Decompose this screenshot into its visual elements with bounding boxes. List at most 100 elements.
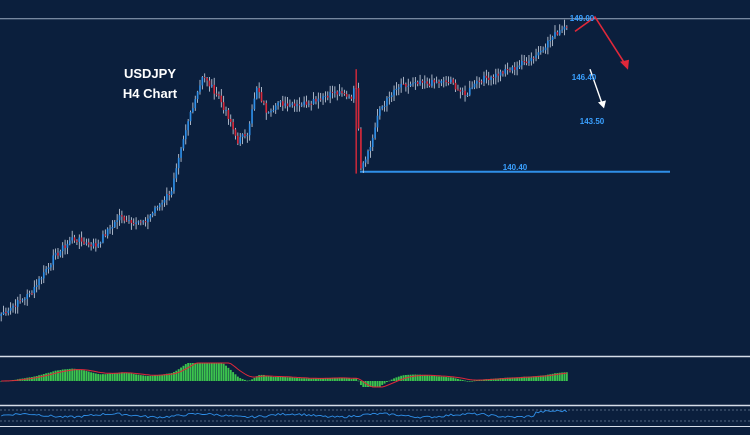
candle [293,99,296,112]
candle [213,77,216,100]
macd-bar [128,373,130,381]
candle-body [379,108,381,116]
macd-bar [288,377,291,381]
macd-bar [558,372,561,381]
candle [409,81,412,88]
candle-body [395,88,398,91]
candle [336,90,339,101]
macd-bar [90,372,93,381]
macd-bar [395,377,398,381]
macd-bar [68,368,71,381]
macd-bar [556,373,559,381]
candle [414,76,417,90]
candle-body [139,221,142,223]
macd-bar [241,379,244,381]
macd-bar [260,374,263,381]
candle-body [483,75,485,83]
macd-bar [459,379,462,381]
macd-bar [355,378,358,381]
candle [194,95,197,111]
macd-bar [199,363,201,381]
candle [147,214,149,230]
candle-body [121,215,123,217]
forecast-red-arrowhead [620,59,629,70]
candle [305,95,308,108]
candle [234,127,237,140]
candle [357,82,360,131]
candle [130,217,133,230]
macd-bar [497,378,500,381]
macd-bar [203,363,206,381]
candle-body [272,110,275,112]
macd-bar [191,363,194,381]
candle [523,55,526,66]
macd-bar [501,378,504,381]
candle-body [464,90,466,96]
candle [151,211,154,218]
candle [428,78,431,88]
candle-body [336,91,339,95]
candle-body [438,81,440,84]
candle-body [227,109,230,119]
candle-body [78,237,81,242]
macd-bar [225,365,227,381]
candle [99,241,102,248]
candle-body [300,104,303,106]
candle-body [528,61,530,64]
macd-bar [66,369,69,381]
macd-bar [343,377,346,381]
candle-body [196,91,199,100]
macd-bar [236,376,239,381]
candle-body [109,228,111,230]
candle [509,67,511,73]
candle-body [182,139,185,149]
macd-bar [464,380,466,382]
macd-bar [317,378,320,381]
candle-body [21,299,24,301]
candle [28,290,31,298]
candle-body [298,104,301,106]
candle-body [73,237,76,241]
candle [64,239,66,255]
macd-bar [33,376,36,381]
macd-bar [565,372,568,381]
candle [246,132,249,143]
candle-body [201,77,204,86]
macd-bar [75,369,78,381]
candle [14,299,17,314]
candle [348,94,350,99]
candle-body [334,91,336,93]
candle-body [158,204,161,208]
candle [315,96,317,105]
candle [7,307,10,316]
candle-body [24,298,26,300]
candle-body [397,87,400,89]
macd-bar [87,371,90,381]
candle-body [258,87,260,93]
macd-bar [381,381,384,385]
candle [334,86,336,98]
candle-body [426,81,429,84]
candle-body [92,243,95,247]
candle [177,154,180,175]
candle-body [99,242,102,244]
candle [184,124,187,145]
candle [265,100,268,120]
candle [402,76,405,85]
candle [255,86,258,100]
candle [457,84,459,91]
candle [267,111,270,114]
candle [338,84,341,97]
macd-bar [113,373,116,381]
candle-body [516,67,518,70]
candle [73,234,76,243]
candle [530,52,533,66]
candle-body [315,99,317,102]
candle [121,210,123,224]
macd-bar [220,363,223,381]
candle-body [433,80,436,83]
candle-body [130,219,133,223]
macd-bar [165,373,168,381]
candle-body [106,228,109,236]
candle-body [64,245,66,248]
